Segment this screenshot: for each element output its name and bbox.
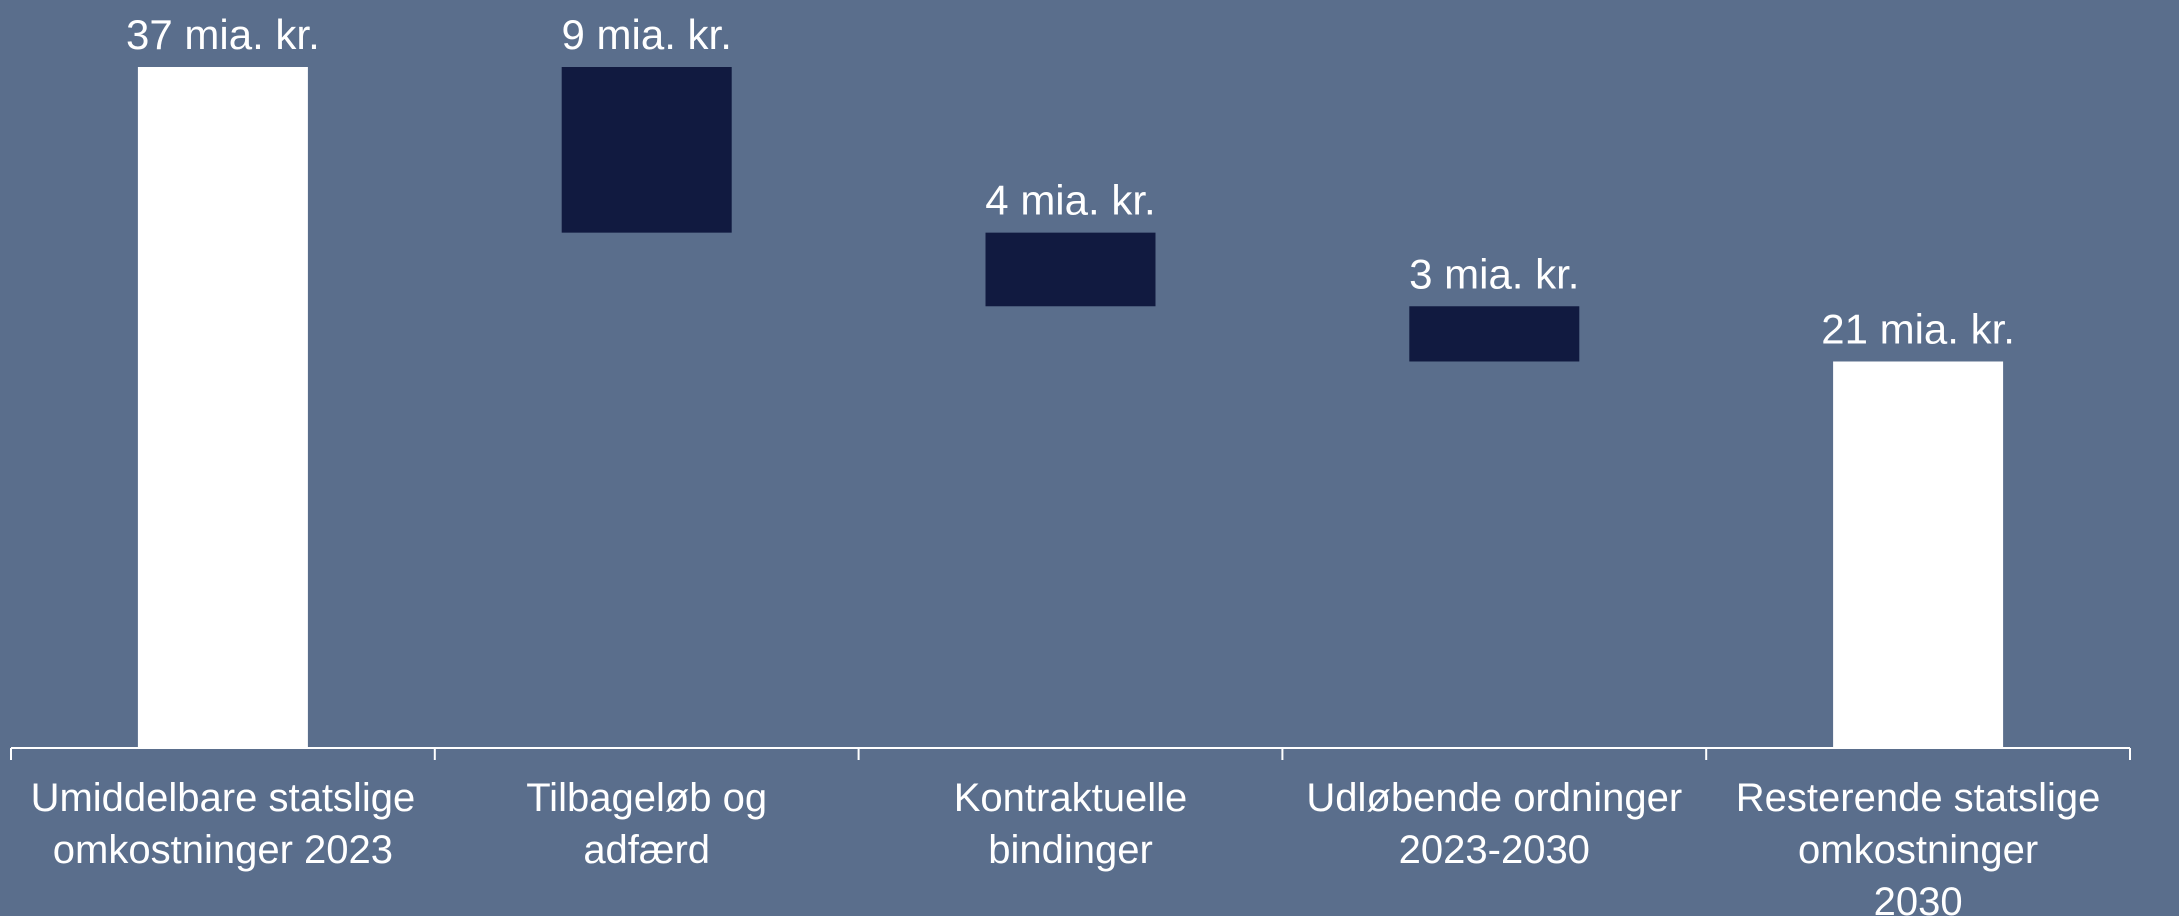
value-label: 4 mia. kr. <box>985 177 1155 224</box>
bar <box>561 67 732 233</box>
bar <box>1833 361 2004 748</box>
value-label: 21 mia. kr. <box>1821 305 2015 352</box>
x-tick-label: Kontraktuelle bindinger <box>953 776 1188 872</box>
value-label: 3 mia. kr. <box>1409 250 1579 297</box>
x-tick-label: Resterende statslige omkostninger 2030 <box>1735 776 2101 916</box>
x-tick-label: Udløbende ordninger 2023-2030 <box>1306 776 1683 872</box>
x-tick-label: Tilbageløb og adfærd <box>526 776 768 872</box>
bar <box>985 232 1156 307</box>
value-label: 37 mia. kr. <box>126 11 320 58</box>
x-tick-label: Umiddelbare statslige omkostninger 2023 <box>30 776 416 872</box>
bar <box>137 67 308 748</box>
bar <box>1409 306 1580 362</box>
value-label: 9 mia. kr. <box>562 11 732 58</box>
